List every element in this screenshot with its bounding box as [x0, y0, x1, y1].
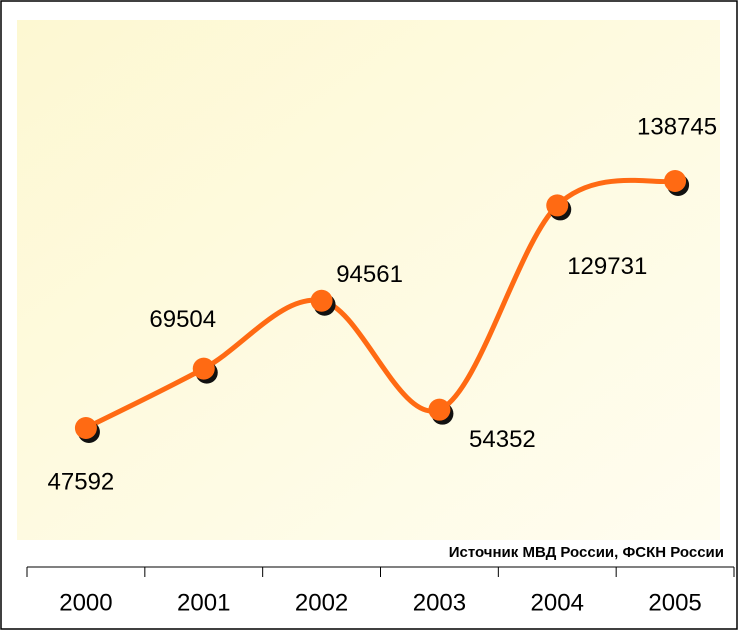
data-label: 69504	[149, 306, 216, 333]
x-tick-label: 2001	[177, 589, 230, 616]
marker	[428, 398, 451, 421]
marker	[664, 170, 687, 192]
plot-area	[17, 20, 720, 540]
data-label: 54352	[469, 426, 536, 453]
marker	[74, 417, 97, 439]
x-tick-label: 2003	[413, 589, 466, 616]
data-label: 129731	[567, 253, 647, 280]
marker	[310, 289, 333, 312]
marker	[192, 357, 215, 380]
x-tick-label: 2002	[295, 589, 348, 616]
data-label: 138745	[637, 113, 717, 140]
x-tick-label: 2004	[531, 589, 584, 616]
source-note: Источник МВД России, ФСКН России	[449, 544, 724, 561]
data-label: 94561	[336, 261, 403, 288]
x-tick-label: 2000	[59, 589, 112, 616]
marker	[546, 194, 569, 217]
data-label: 47592	[48, 468, 115, 495]
x-tick-label: 2005	[648, 589, 701, 616]
